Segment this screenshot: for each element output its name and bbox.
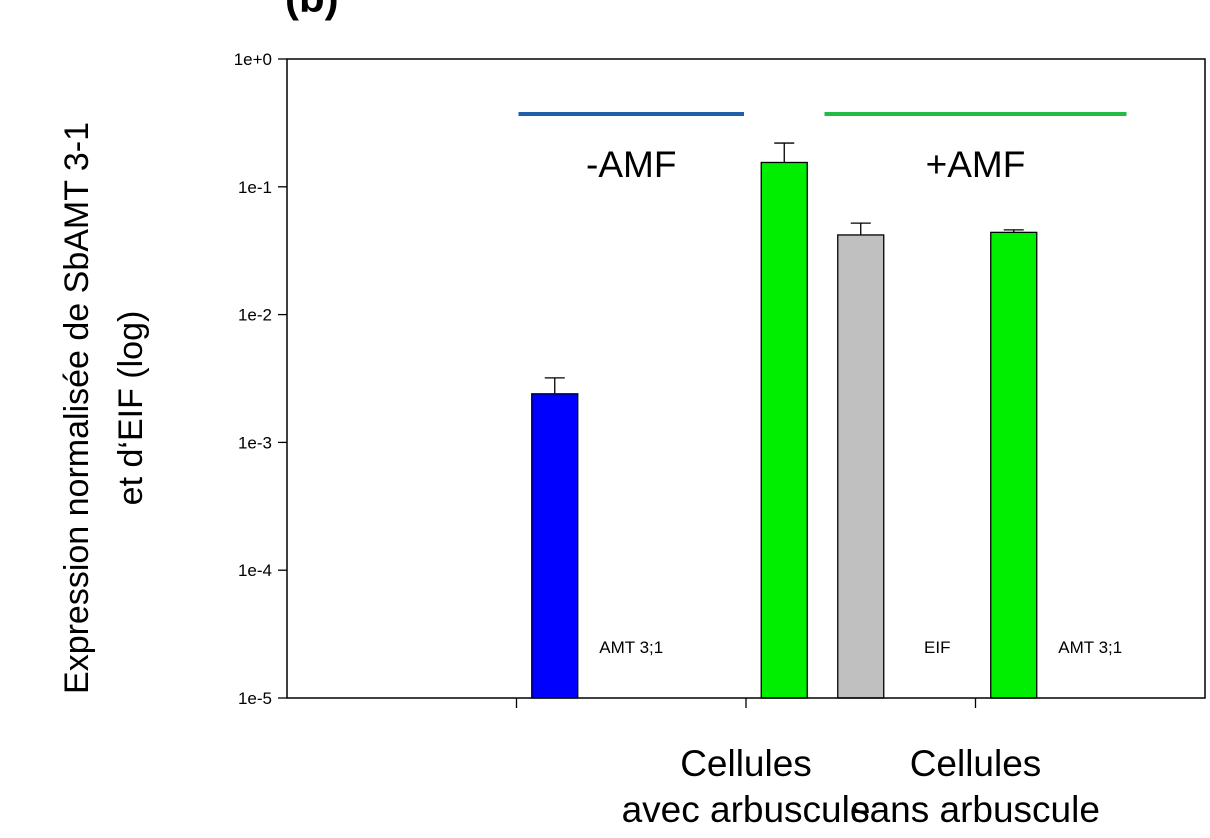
x-axis-ticks <box>515 698 977 708</box>
bar <box>531 393 579 699</box>
treatment-label: +AMF <box>926 144 1026 185</box>
category-label: sans arbuscule <box>851 789 1100 830</box>
y-axis-ticks: 1e+0 1e-1 1e-2 1e-3 1e-4 1e-5 <box>234 50 287 708</box>
bar-annotation: EIF <box>924 638 950 657</box>
category-label: avec arbuscule <box>622 789 871 830</box>
y-tick-label: 1e-2 <box>238 306 272 325</box>
y-axis-label-line: et d‘EIF (log) <box>112 311 150 506</box>
y-tick-label: 1e-5 <box>238 689 272 708</box>
y-tick-label: 1e-1 <box>238 178 272 197</box>
treatment-label: -AMF <box>586 144 676 185</box>
y-axis-label-line: Expression normalisée de SbAMT 3-1 <box>58 122 96 694</box>
category-label: Cellules <box>910 743 1042 784</box>
bars <box>531 142 1038 699</box>
x-axis-category-labels: Cellules avec arbuscule Cellules sans arbus… <box>622 743 1100 830</box>
bar <box>990 231 1038 699</box>
panel-label: (b) <box>285 0 339 21</box>
y-axis-label: Expression normalisée de SbAMT 3-1 et d‘E… <box>58 122 150 694</box>
bar <box>760 161 808 699</box>
y-tick-label: 1e-4 <box>238 561 272 580</box>
bar-annotations: AMT 3;1 EIF AMT 3;1 <box>599 638 1122 657</box>
bar-annotation: AMT 3;1 <box>1058 638 1122 657</box>
y-tick-label: 1e+0 <box>234 50 272 69</box>
treatment-lines: -AMF +AMF <box>518 112 1127 185</box>
bar <box>837 234 885 699</box>
plot-area-frame <box>286 58 1206 699</box>
y-tick-label: 1e-3 <box>238 433 272 452</box>
bar-annotation: AMT 3;1 <box>599 638 663 657</box>
category-label: Cellules <box>680 743 812 784</box>
